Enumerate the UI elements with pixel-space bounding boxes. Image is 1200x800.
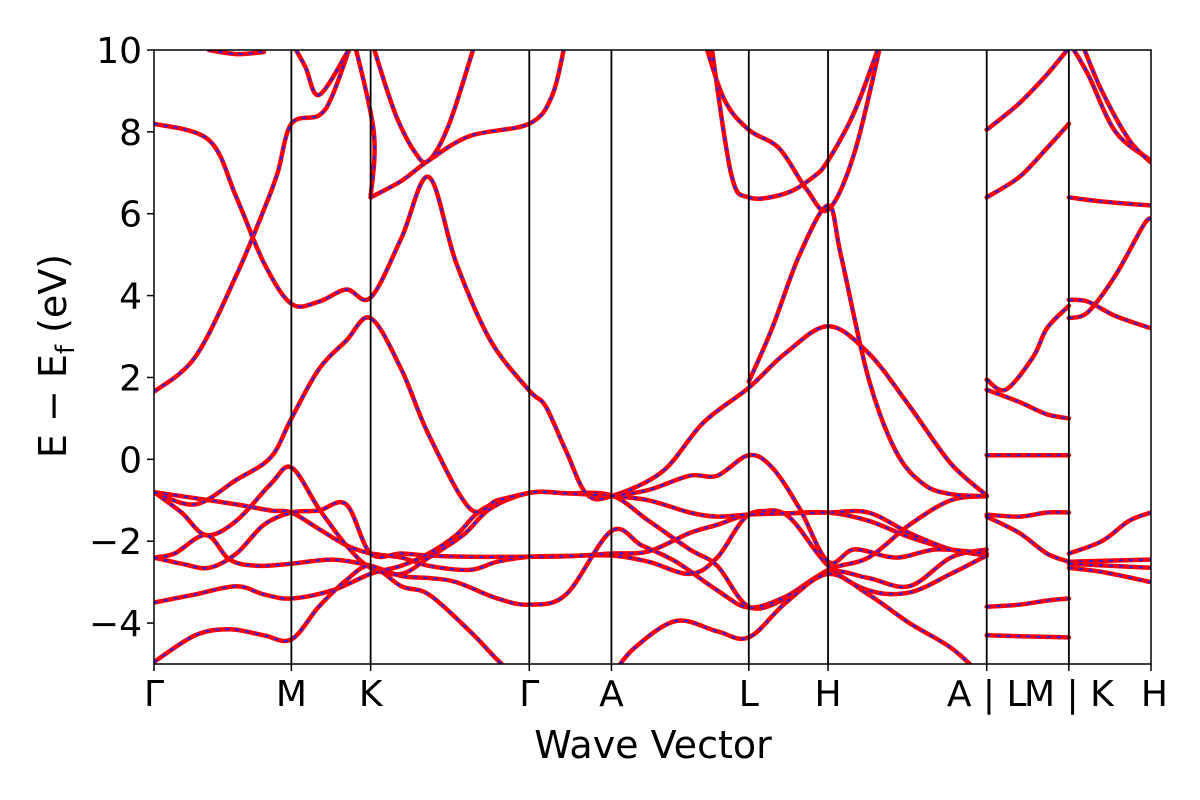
band-line-overlay-9 (154, 316, 530, 514)
band-line-dashed-19 (986, 305, 1070, 392)
x-tick-label-1: M (276, 674, 307, 715)
band-line-overlay-35 (1068, 562, 1151, 569)
y-axis-title-subscript: f (51, 344, 81, 354)
band-line-overlay-11 (208, 50, 264, 56)
y-tick-label-0: 10 (96, 31, 142, 72)
bands-layer (154, 50, 1151, 664)
x-tick-label-2: K (359, 674, 384, 715)
band-line-dashed-15 (355, 50, 376, 198)
band-line-overlay-12 (294, 50, 351, 96)
y-axis-title: E − Ef (eV) (31, 254, 81, 458)
x-axis: Γ M K Γ A L H A | LM | K H (144, 664, 1168, 715)
band-line-overlay-4 (154, 490, 987, 604)
y-tick-label-5: 0 (119, 440, 142, 481)
band-line-overlay-13 (370, 50, 565, 199)
x-tick-label-9: H (1141, 674, 1168, 715)
band-line-dashed-9 (154, 316, 530, 514)
band-line-dashed-16 (706, 50, 881, 212)
band-line-overlay-36 (1068, 566, 1151, 584)
band-line-overlay-29 (1068, 217, 1151, 320)
band-line-31 (1071, 50, 1151, 163)
band-line-22 (984, 50, 1071, 133)
band-line-dashed-18 (747, 204, 987, 498)
band-line-overlay-10 (611, 453, 987, 565)
y-axis-title-unit: (eV) (31, 254, 75, 345)
band-line-overlay-14 (373, 50, 475, 164)
band-line-dashed-35 (1068, 562, 1151, 569)
band-line-dashed-34 (1068, 558, 1151, 563)
band-line-dashed-4 (154, 490, 987, 604)
y-tick-label-6: −2 (89, 522, 142, 563)
y-tick-label-1: 8 (119, 113, 142, 154)
band-line-9 (154, 315, 532, 515)
y-tick-label-4: 2 (119, 358, 142, 399)
band-line-overlay-22 (986, 50, 1069, 131)
x-tick-label-0: Γ (144, 674, 164, 715)
band-line-dashed-24 (986, 511, 1069, 518)
x-tick-label-4: A (599, 674, 624, 715)
band-line-dashed-33 (1068, 511, 1151, 555)
y-tick-label-7: −4 (89, 604, 142, 645)
x-tick-label-6: H (815, 674, 842, 715)
band-line-dashed-29 (1068, 217, 1151, 320)
x-axis-title: Wave Vector (534, 723, 772, 767)
band-line-overlay-21 (986, 123, 1070, 199)
x-tick-label-7: A | L (947, 674, 1027, 715)
band-line-overlay-24 (986, 511, 1069, 518)
band-line-overlay-18 (747, 204, 987, 498)
x-tick-label-3: Γ (519, 674, 539, 715)
band-line-overlay-27 (986, 634, 1069, 639)
band-line-dashed-17 (711, 50, 879, 200)
band-line-21 (984, 121, 1072, 200)
band-line-dashed-30 (1068, 298, 1151, 330)
band-line-dashed-22 (986, 50, 1069, 131)
x-tick-label-5: L (739, 674, 759, 715)
band-line-overlay-20 (986, 388, 1070, 420)
band-line-dashed-26 (986, 597, 1069, 608)
band-line-dashed-8 (154, 122, 988, 501)
band-line-33 (1066, 510, 1151, 556)
band-line-overlay-33 (1068, 511, 1151, 555)
band-line-dashed-14 (373, 50, 475, 164)
band-line-32 (1082, 50, 1151, 165)
band-line-dashed-12 (294, 50, 351, 96)
band-line-overlay-17 (711, 50, 879, 200)
band-line-14 (372, 50, 476, 165)
y-tick-label-2: 6 (119, 195, 142, 236)
band-line-overlay-15 (355, 50, 376, 198)
band-line-overlay-16 (706, 50, 881, 212)
y-tick-label-3: 4 (119, 277, 142, 318)
band-line-dashed-10 (611, 453, 987, 565)
band-line-dashed-27 (986, 634, 1069, 639)
band-line-overlay-6 (618, 572, 972, 664)
band-line-overlay-7 (154, 50, 350, 393)
band-line-overlay-8 (154, 122, 988, 501)
high-symmetry-lines (290, 50, 1070, 664)
band-line-overlay-32 (1083, 50, 1151, 164)
band-line-overlay-26 (986, 597, 1069, 608)
band-line-dashed-20 (986, 388, 1070, 420)
band-line-overlay-5 (154, 564, 504, 664)
band-line-overlay-28 (1068, 196, 1151, 207)
band-line-overlay-19 (986, 305, 1070, 392)
band-line-overlay-30 (1068, 298, 1151, 330)
plot-frame (153, 49, 1152, 665)
band-line-dashed-7 (154, 50, 350, 393)
y-axis-title-main: E − E (31, 354, 75, 458)
band-line-dashed-6 (618, 572, 972, 664)
band-line-dashed-28 (1068, 196, 1151, 207)
band-line-overlay-34 (1068, 558, 1151, 563)
x-tick-label-8: M | K (1024, 674, 1115, 715)
band-line-dashed-32 (1083, 50, 1151, 164)
band-line-dashed-36 (1068, 566, 1151, 584)
band-line-16 (704, 50, 882, 214)
y-axis: 10 8 6 4 2 0 −2 −4 (89, 31, 154, 645)
band-line-overlay-25 (986, 515, 1070, 563)
